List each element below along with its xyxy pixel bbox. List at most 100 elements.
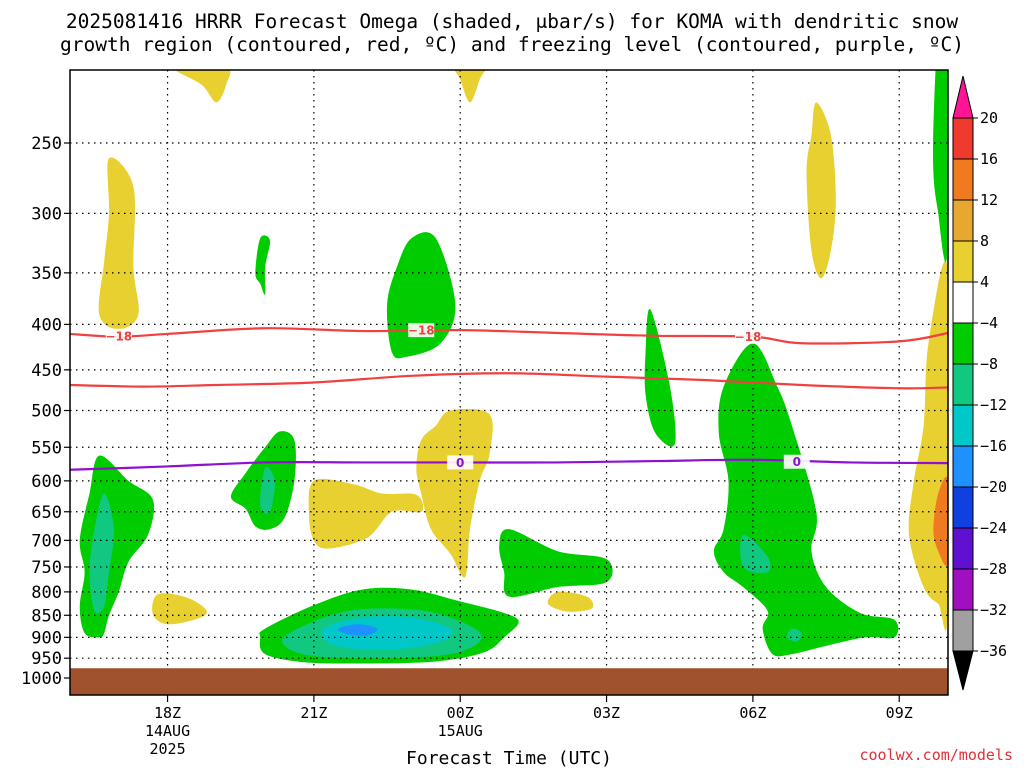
colorbar-label: 8 bbox=[980, 232, 989, 250]
plot-frame bbox=[69, 69, 949, 696]
colorbar-segment bbox=[952, 281, 974, 324]
y-tick-label: 850 bbox=[31, 606, 62, 626]
y-tick-label: 450 bbox=[31, 361, 62, 381]
y-tick-label: 350 bbox=[31, 264, 62, 284]
y-tick-label: 550 bbox=[31, 438, 62, 458]
colorbar-segment bbox=[952, 527, 974, 570]
omega-region-neg4 bbox=[933, 70, 948, 263]
omega-region-4 bbox=[152, 593, 207, 625]
contour-label-bg bbox=[783, 454, 810, 469]
x-tick-label: 06Z bbox=[739, 704, 766, 722]
y-axis-ticks: 2503003504004505005506006507007508008509… bbox=[21, 134, 70, 689]
colorbar-bottom-arrow bbox=[952, 650, 974, 691]
colorbar-label: 4 bbox=[980, 273, 989, 291]
colorbar-label: −28 bbox=[980, 560, 1007, 578]
omega-region-neg4 bbox=[79, 455, 155, 638]
omega-region-neg8 bbox=[89, 493, 115, 614]
colorbar-top-arrow bbox=[952, 75, 974, 119]
x-tick-label: 09Z bbox=[886, 704, 913, 722]
contour-label: −18 bbox=[105, 329, 132, 343]
y-tick-label: 600 bbox=[31, 472, 62, 492]
omega-region-neg8 bbox=[786, 628, 802, 642]
contour-label: −18 bbox=[408, 324, 435, 338]
contour-labels: −18 −18 −18 0 0 bbox=[105, 323, 810, 470]
colorbar-segment bbox=[952, 445, 974, 488]
omega-region-4 bbox=[908, 261, 948, 631]
omega-region-neg4 bbox=[713, 343, 899, 657]
omega-region-4 bbox=[454, 70, 486, 103]
colorbar-label: −12 bbox=[980, 396, 1007, 414]
x-tick-date: 14AUG bbox=[145, 722, 190, 740]
colorbar-segment bbox=[952, 568, 974, 611]
x-tick-label: 21Z bbox=[300, 704, 327, 722]
gridlines bbox=[70, 70, 948, 695]
chart-title-line-1: 2025081416 HRRR Forecast Omega (shaded, … bbox=[66, 10, 958, 33]
colorbar-label: −20 bbox=[980, 478, 1007, 496]
x-tick-year: 2025 bbox=[149, 740, 185, 758]
omega-region-neg4 bbox=[499, 529, 613, 598]
colorbar-segment bbox=[952, 199, 974, 242]
plot-area: −18 −18 −18 0 0 bbox=[70, 70, 948, 695]
contour-label-bg bbox=[105, 328, 132, 343]
colorbar-segment bbox=[952, 486, 974, 529]
omega-region-4 bbox=[416, 408, 493, 578]
omega-region-8 bbox=[933, 476, 948, 566]
x-axis-label: Forecast Time (UTC) bbox=[406, 748, 612, 768]
y-tick-label: 300 bbox=[31, 204, 62, 224]
contour-line-neg18 bbox=[70, 327, 948, 345]
omega-region-4 bbox=[308, 478, 424, 549]
colorbar-segment bbox=[952, 363, 974, 406]
colorbar-label: −24 bbox=[980, 519, 1007, 537]
omega-region-4 bbox=[806, 102, 836, 279]
omega-region-4 bbox=[547, 591, 594, 612]
colorbar-label: −16 bbox=[980, 437, 1007, 455]
omega-region-neg4 bbox=[255, 235, 271, 295]
x-tick-label: 18Z bbox=[154, 704, 181, 722]
y-tick-label: 650 bbox=[31, 503, 62, 523]
y-tick-label: 500 bbox=[31, 402, 62, 422]
omega-region-4 bbox=[98, 157, 139, 330]
y-tick-label: 750 bbox=[31, 558, 62, 578]
contour-label: −18 bbox=[735, 330, 762, 344]
colorbar-segment bbox=[952, 404, 974, 447]
colorbar-label: −36 bbox=[980, 642, 1007, 660]
omega-region-neg4 bbox=[386, 232, 456, 359]
omega-region-neg8 bbox=[740, 534, 771, 573]
credit-text: coolwx.com/models bbox=[859, 746, 1013, 764]
contour-label: 0 bbox=[793, 455, 801, 469]
omega-region-neg16 bbox=[338, 624, 378, 636]
omega-region-4 bbox=[174, 70, 231, 103]
contour-line-0 bbox=[70, 458, 948, 471]
omega-region-neg8 bbox=[260, 466, 275, 514]
colorbar-label: −4 bbox=[980, 314, 998, 332]
colorbar-segment bbox=[952, 240, 974, 283]
y-tick-label: 950 bbox=[31, 649, 62, 669]
colorbar-segment bbox=[952, 158, 974, 201]
contour-label-bg bbox=[735, 329, 762, 344]
y-tick-label: 250 bbox=[31, 134, 62, 154]
contour-line-neg12 bbox=[70, 372, 948, 390]
ground-surface bbox=[70, 668, 948, 695]
y-tick-label: 900 bbox=[31, 628, 62, 648]
colorbar-segment bbox=[952, 117, 974, 160]
x-tick-label: 03Z bbox=[593, 704, 620, 722]
colorbar: 20 16 12 8 4 −4 −8 −12 −16 −20 −24 −28 −32 −36 bbox=[952, 75, 1007, 691]
temperature-contours bbox=[70, 327, 948, 471]
y-tick-label: 400 bbox=[31, 315, 62, 335]
x-tick-label: 00Z bbox=[447, 704, 474, 722]
x-tick-date: 15AUG bbox=[438, 722, 483, 740]
chart-title-line-2: growth region (contoured, red, ºC) and f… bbox=[60, 33, 964, 56]
omega-shading bbox=[79, 70, 948, 664]
colorbar-segment bbox=[952, 609, 974, 652]
y-tick-label: 1000 bbox=[21, 669, 62, 689]
contour-label-bg bbox=[447, 455, 474, 470]
colorbar-label: −8 bbox=[980, 355, 998, 373]
y-tick-label: 700 bbox=[31, 531, 62, 551]
y-tick-label: 800 bbox=[31, 583, 62, 603]
colorbar-label: 20 bbox=[980, 109, 998, 127]
colorbar-label: 16 bbox=[980, 150, 998, 168]
contour-label-bg bbox=[408, 323, 435, 338]
colorbar-segment bbox=[952, 322, 974, 365]
